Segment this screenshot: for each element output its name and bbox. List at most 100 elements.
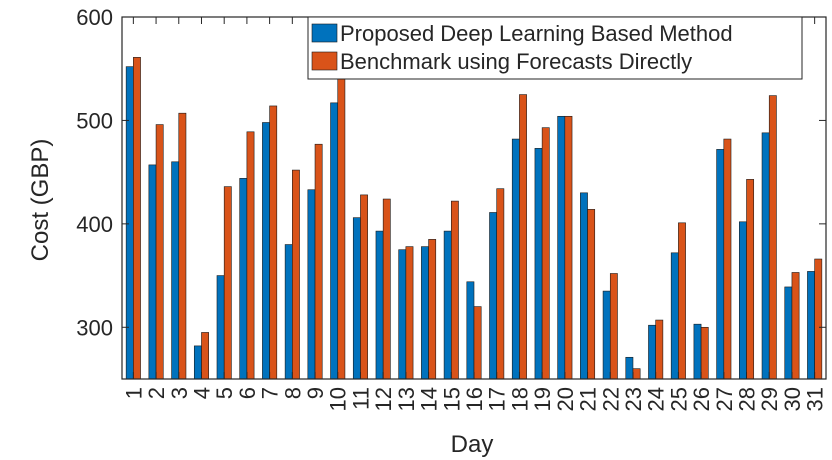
benchmark-bar-day-20 [564, 115, 573, 380]
x-tick-label-day-16: 16 [462, 387, 487, 411]
x-tick-label-day-28: 28 [735, 387, 760, 411]
proposed-bar-day-27 [716, 149, 725, 380]
proposed-bar-day-20 [557, 115, 566, 380]
benchmark-bar-day-16 [473, 306, 482, 380]
benchmark-bar-day-9 [314, 143, 323, 380]
benchmark-bar-day-1 [133, 57, 141, 380]
x-tick-label-day-7: 7 [258, 387, 283, 399]
proposed-bar-day-7 [262, 122, 270, 380]
benchmark-bar-day-12 [382, 198, 391, 380]
benchmark-bar-day-21 [587, 209, 596, 380]
x-tick-label-day-14: 14 [417, 387, 442, 411]
proposed-bar-day-12 [375, 230, 384, 380]
x-tick-label-day-27: 27 [712, 387, 737, 411]
proposed-bar-day-8 [284, 244, 293, 380]
benchmark-bar-day-18 [519, 94, 527, 380]
proposed-bar-day-18 [511, 138, 520, 380]
benchmark-bar-day-29 [768, 95, 777, 380]
proposed-bar-day-31 [807, 271, 815, 380]
x-axis-label: Day [451, 431, 494, 458]
proposed-bar-day-15 [443, 230, 452, 380]
x-tick-label-day-1: 1 [121, 387, 146, 399]
x-tick-label-day-6: 6 [235, 387, 260, 399]
proposed-bar-day-29 [761, 132, 770, 380]
proposed-bar-day-6 [239, 178, 248, 380]
proposed-bar-day-10 [330, 102, 339, 380]
x-tick-label-day-15: 15 [439, 387, 464, 411]
proposed-bar-day-16 [466, 281, 475, 380]
benchmark-bar-day-23 [632, 368, 641, 380]
legend: Proposed Deep Learning Based Method Bench… [307, 16, 803, 80]
x-tick-label-day-2: 2 [144, 387, 169, 399]
legend-label-proposed: Proposed Deep Learning Based Method [340, 21, 733, 46]
x-tick-label-day-30: 30 [780, 387, 805, 411]
x-tick-label-day-12: 12 [371, 387, 396, 411]
y-tick-label: 300 [76, 315, 113, 340]
y-tick-label: 400 [76, 212, 113, 237]
proposed-bar-day-9 [307, 189, 316, 380]
proposed-bar-day-25 [670, 252, 679, 380]
benchmark-bar-day-28 [746, 179, 755, 380]
proposed-bar-day-1 [125, 66, 134, 380]
proposed-bar-day-26 [693, 323, 702, 380]
y-tick-labels: 300 400 500 600 [76, 5, 113, 340]
proposed-bar-day-23 [625, 356, 634, 380]
x-tick-label-day-9: 9 [303, 387, 328, 399]
legend-swatch-proposed [311, 23, 338, 43]
x-tick-label-day-25: 25 [666, 387, 691, 411]
y-tick-label: 500 [76, 108, 113, 133]
x-tick-label-day-24: 24 [644, 387, 669, 411]
proposed-bar-day-30 [784, 286, 793, 380]
benchmark-bar-day-15 [450, 200, 459, 380]
benchmark-bar-day-7 [269, 105, 278, 380]
x-tick-label-day-3: 3 [167, 387, 192, 399]
legend-box [307, 16, 803, 80]
proposed-bar-day-11 [352, 217, 361, 380]
x-tick-label-day-29: 29 [757, 387, 782, 411]
benchmark-bar-day-2 [155, 124, 164, 380]
benchmark-bar-day-8 [292, 169, 300, 380]
legend-swatch-benchmark [311, 51, 338, 71]
benchmark-bar-day-19 [541, 127, 550, 380]
legend-label-benchmark: Benchmark using Forecasts Directly [340, 49, 692, 74]
x-tick-label-day-19: 19 [530, 387, 555, 411]
x-tick-label-day-11: 11 [348, 387, 373, 410]
bars-layer [125, 57, 823, 380]
proposed-bar-day-22 [602, 290, 611, 380]
proposed-bar-day-5 [216, 275, 225, 380]
benchmark-bar-day-17 [496, 188, 505, 380]
x-tick-labels: 1234567891011121314151617181920212223242… [121, 387, 827, 411]
proposed-bar-day-4 [193, 345, 202, 380]
y-tick-label: 600 [76, 5, 113, 30]
x-tick-label-day-8: 8 [280, 387, 305, 399]
x-tick-label-day-31: 31 [803, 387, 828, 411]
benchmark-bar-day-10 [337, 73, 346, 380]
x-tick-label-day-10: 10 [326, 387, 351, 411]
benchmark-bar-day-25 [678, 222, 686, 380]
benchmark-bar-day-22 [609, 273, 618, 380]
x-tick-label-day-26: 26 [689, 387, 714, 411]
benchmark-bar-day-6 [246, 131, 255, 380]
benchmark-bar-day-4 [201, 332, 209, 380]
x-tick-label-day-22: 22 [598, 387, 623, 411]
x-tick-label-day-21: 21 [576, 387, 601, 411]
proposed-bar-day-24 [648, 324, 656, 380]
proposed-bar-day-3 [171, 161, 180, 380]
proposed-bar-day-17 [489, 212, 498, 380]
proposed-bar-day-28 [739, 221, 747, 380]
x-tick-label-day-4: 4 [189, 387, 214, 399]
benchmark-bar-day-30 [791, 272, 800, 380]
benchmark-bar-day-13 [405, 246, 414, 380]
x-tick-label-day-23: 23 [621, 387, 646, 411]
x-tick-label-day-5: 5 [212, 387, 237, 399]
x-tick-label-day-18: 18 [507, 387, 532, 411]
benchmark-bar-day-3 [178, 112, 187, 380]
proposed-bar-day-14 [421, 246, 429, 380]
x-tick-label-day-13: 13 [394, 387, 419, 411]
x-tick-label-day-17: 17 [485, 387, 510, 411]
benchmark-bar-day-26 [700, 326, 709, 380]
benchmark-bar-day-24 [655, 319, 664, 380]
x-tick-label-day-20: 20 [553, 387, 578, 411]
proposed-bar-day-21 [580, 192, 588, 380]
